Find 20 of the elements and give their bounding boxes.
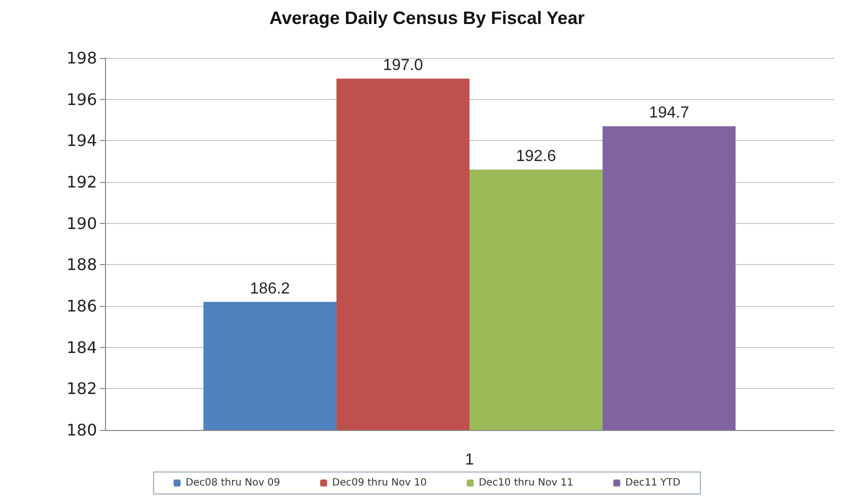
- y-tick-label: 180: [66, 420, 97, 440]
- y-tick-label: 184: [66, 338, 97, 357]
- y-tick-label: 198: [66, 48, 97, 68]
- data-label: 194.7: [649, 104, 690, 122]
- chart-title: Average Daily Census By Fiscal Year: [269, 8, 585, 28]
- data-label: 197.0: [382, 57, 424, 74]
- legend-label: Dec11 YTD: [625, 478, 681, 488]
- y-tick-label: 188: [66, 255, 97, 274]
- y-tick-label: 194: [66, 131, 97, 150]
- legend-label: Dec08 thru Nov 09: [186, 478, 280, 488]
- y-tick-label: 196: [66, 90, 97, 109]
- legend-label: Dec10 thru Nov 11: [478, 478, 574, 488]
- y-tick-label: 186: [66, 296, 97, 316]
- data-label: 192.6: [516, 148, 556, 166]
- y-tick-label: 182: [66, 379, 97, 398]
- y-tick-label: 190: [66, 214, 97, 233]
- legend-label: Dec09 thru Nov 10: [332, 478, 427, 488]
- y-tick-label: 192: [66, 172, 97, 192]
- x-tick-label: 1: [465, 452, 474, 468]
- data-label: 186.2: [250, 280, 290, 298]
